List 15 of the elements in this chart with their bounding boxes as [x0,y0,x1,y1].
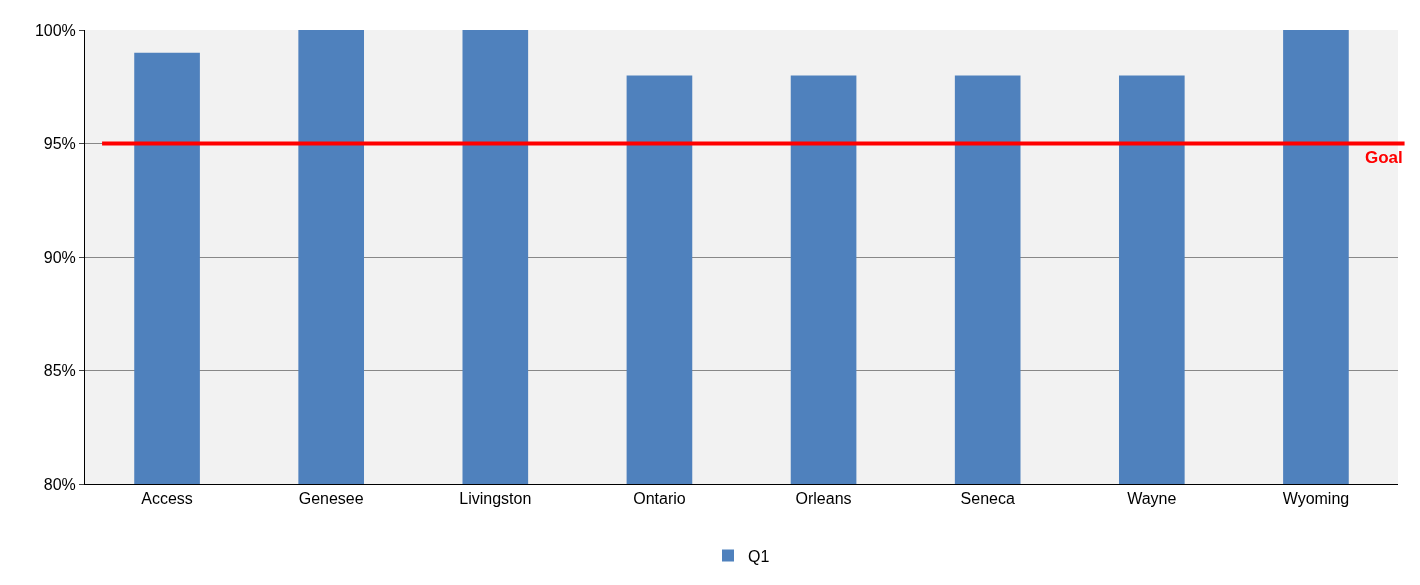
x-tick-label: Ontario [633,490,686,508]
x-tick-label: Orleans [795,490,852,508]
legend-label: Q1 [748,547,770,565]
x-tick-label: Seneca [960,490,1015,508]
y-tick-label: 100% [34,21,76,39]
y-tick-label: 80% [43,475,76,493]
x-tick-label: Livingston [459,490,532,508]
x-tick-label: Genesee [298,490,364,508]
ref-line-label: Goal [1365,148,1403,167]
x-tick-label: Access [141,490,193,508]
y-tick-label: 90% [43,248,76,266]
y-tick-label: 85% [43,362,76,380]
y-tick-label: 95% [43,135,76,153]
x-tick-label: Wyoming [1282,490,1350,508]
x-tick-label: Wayne [1127,490,1177,508]
